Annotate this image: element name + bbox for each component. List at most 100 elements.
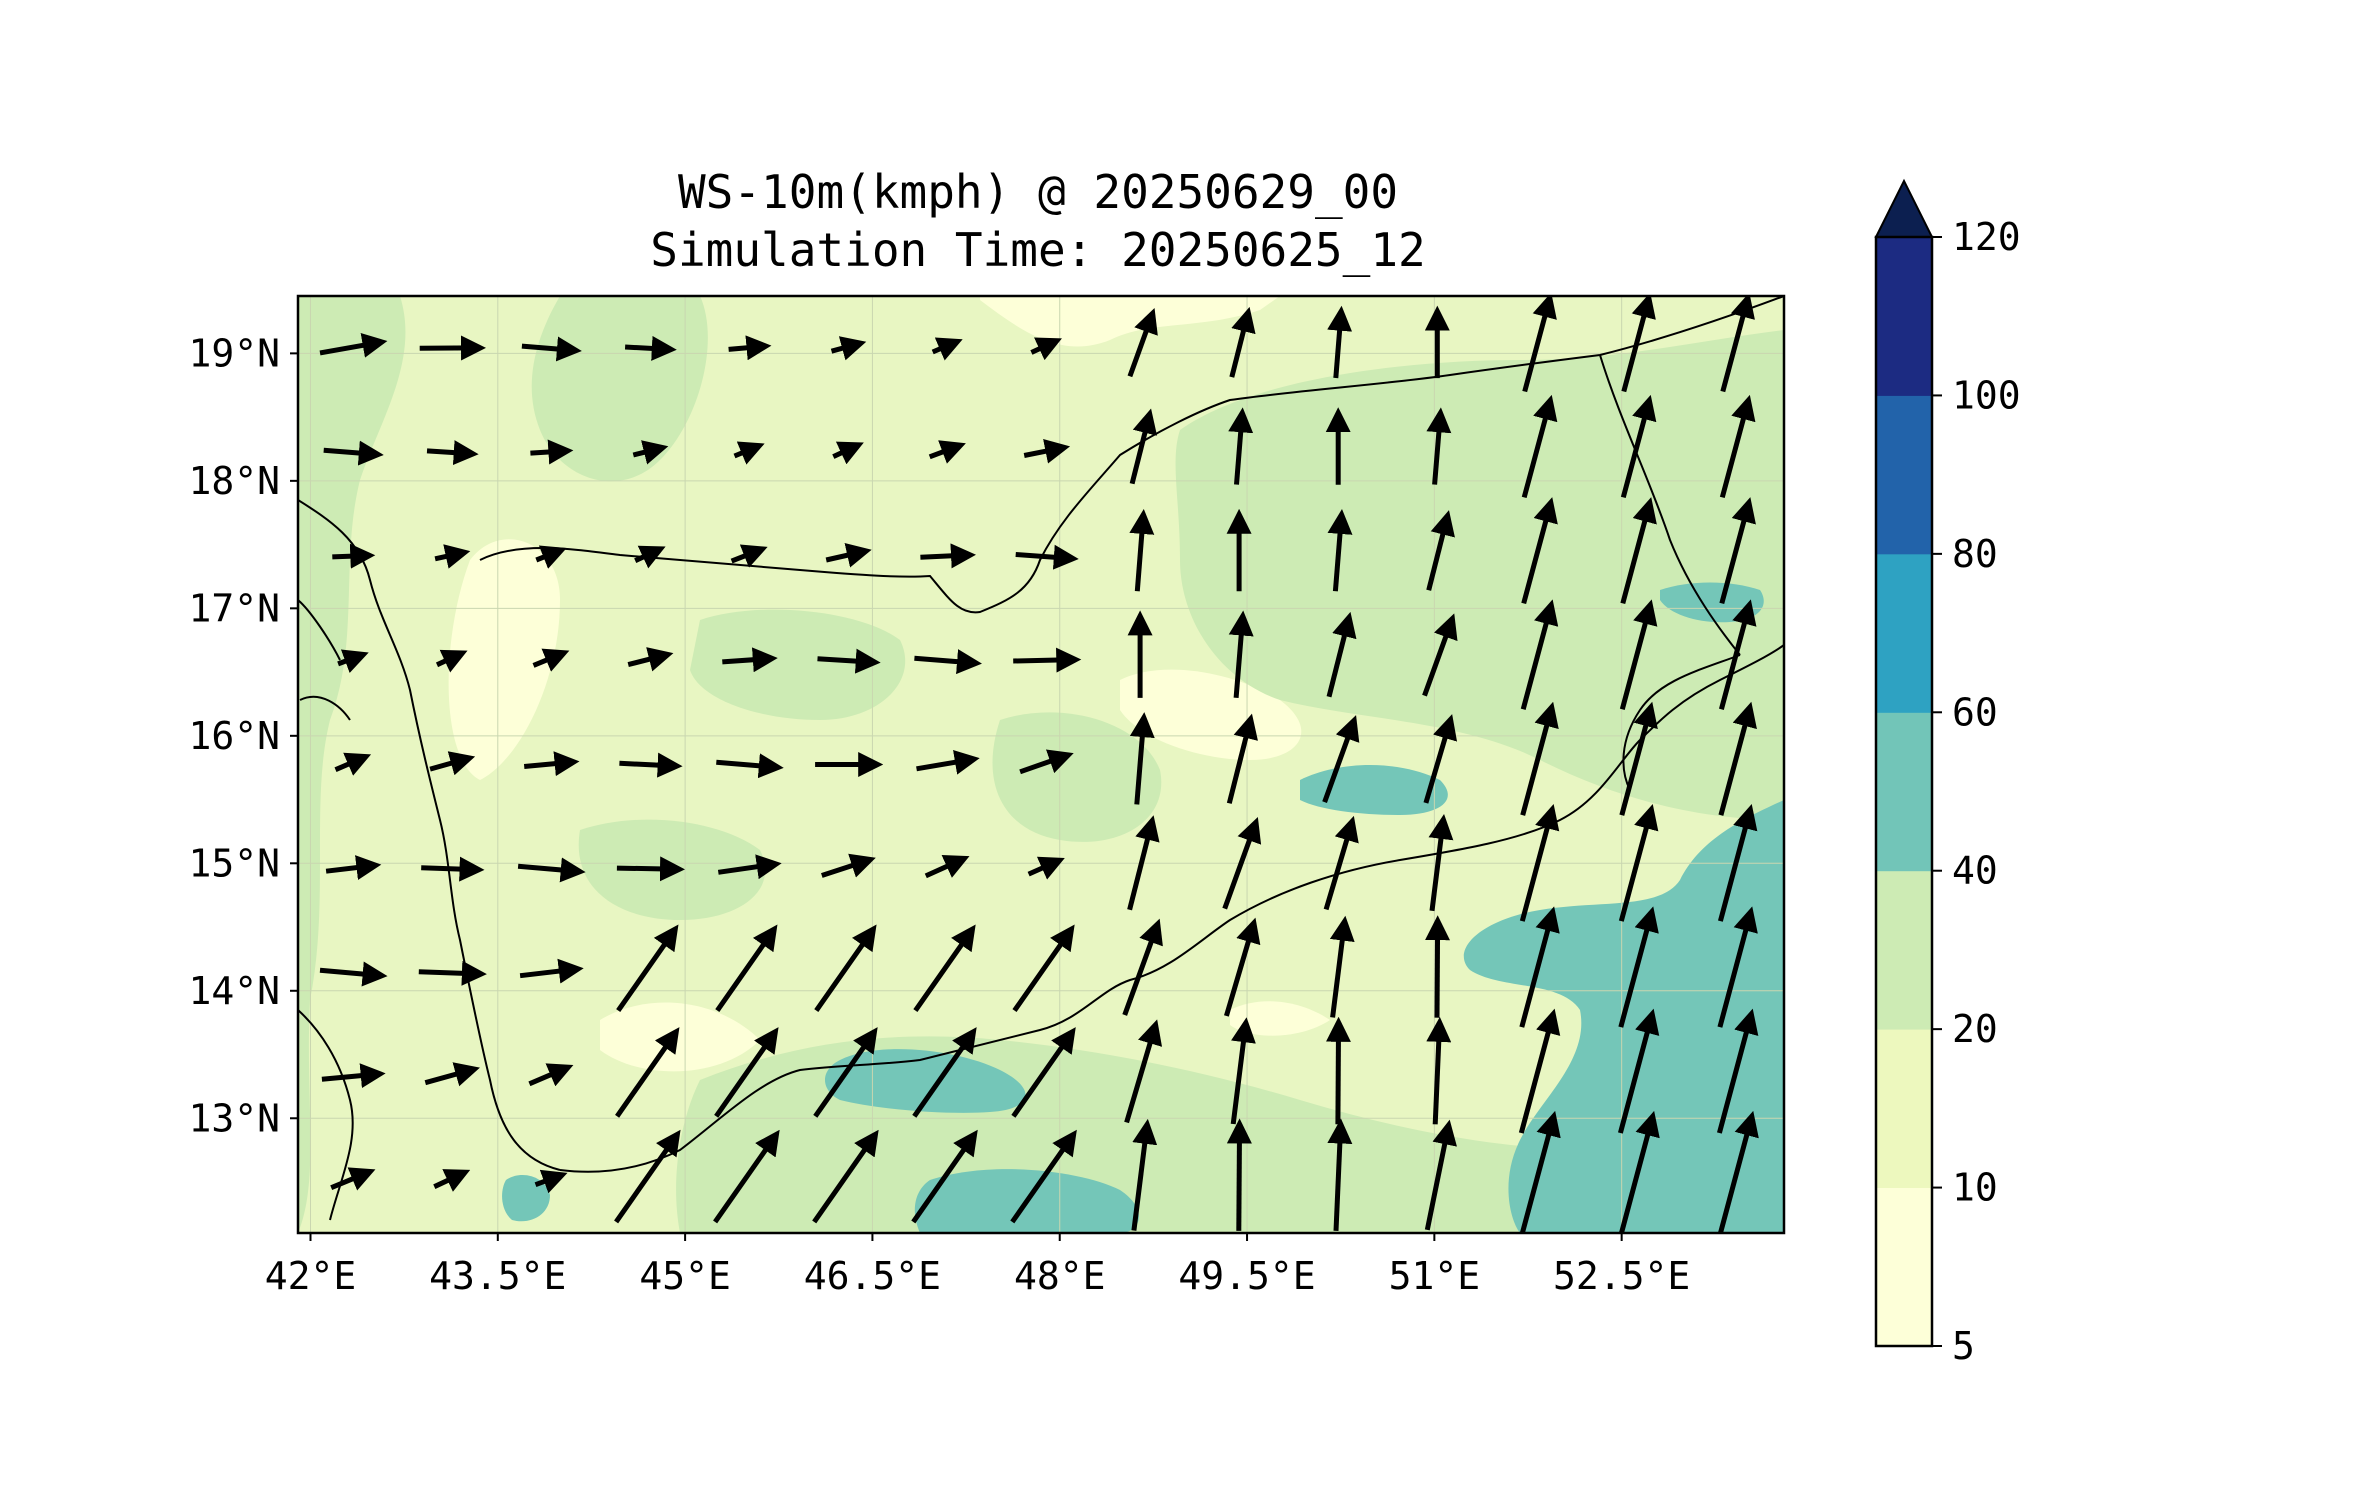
high-wind-patch — [502, 1175, 550, 1222]
wind-arrow — [619, 752, 683, 778]
colorbar-label: 60 — [1952, 690, 1998, 734]
wind-arrow — [1127, 815, 1160, 911]
y-tick-label: 13°N — [188, 1096, 280, 1140]
wind-arrow — [616, 856, 685, 882]
yemen-oman-border — [1599, 354, 1741, 656]
wind-arrow — [1226, 1118, 1252, 1231]
colorbar-label: 10 — [1952, 1166, 1998, 1210]
wind-arrow — [426, 440, 479, 466]
wind-vectors — [319, 296, 1759, 1233]
wind-arrow — [1222, 816, 1262, 910]
wind-arrow — [530, 439, 574, 465]
colorbar-label: 80 — [1952, 532, 1998, 576]
wind-arrow — [813, 1027, 878, 1118]
wind-arrow — [1719, 497, 1756, 605]
wind-arrow — [1129, 712, 1155, 805]
colorbar-bin — [1876, 1187, 1932, 1347]
wind-arrow — [632, 440, 669, 465]
wind-arrow — [1129, 508, 1155, 592]
map-panel — [298, 296, 1784, 1233]
wind-arrow — [1326, 611, 1357, 698]
wind-arrow — [429, 751, 476, 776]
wind-arrow — [624, 335, 677, 361]
wind-arrow — [1010, 1129, 1077, 1224]
wind-arrow — [913, 924, 976, 1013]
y-tick-label: 19°N — [188, 331, 280, 375]
wind-arrow — [1122, 918, 1163, 1016]
wind-arrow — [532, 648, 570, 672]
wind-arrow — [931, 337, 963, 361]
colorbar-bin — [1876, 712, 1932, 872]
wind-arrow — [911, 1129, 978, 1224]
x-tick-label: 48°E — [1014, 1254, 1106, 1298]
wind-arrow — [424, 1062, 480, 1087]
wind-arrow — [1422, 613, 1458, 697]
x-tick-label: 51°E — [1389, 1254, 1481, 1298]
wind-arrow — [1030, 337, 1062, 361]
wind-arrow — [1228, 407, 1254, 485]
x-axis: 42°E 43.5°E 45°E 46.5°E 48°E 49.5°E 51°E 52.5°E — [265, 1233, 1690, 1298]
wind-arrow — [821, 853, 876, 878]
x-tick-label: 52.5°E — [1553, 1254, 1690, 1298]
wind-arrow — [1226, 713, 1258, 804]
wind-arrow — [534, 1169, 568, 1194]
wind-arrow — [1327, 508, 1353, 592]
wind-arrow — [1426, 510, 1455, 591]
y-tick-label: 16°N — [188, 714, 280, 758]
x-tick-label: 49.5°E — [1178, 1254, 1315, 1298]
wind-arrow — [517, 857, 586, 883]
colorbar-label: 20 — [1952, 1007, 1998, 1051]
wind-arrow — [1230, 1017, 1256, 1125]
wind-arrow — [319, 961, 388, 987]
wind-arrow — [519, 958, 584, 984]
wind-arrow — [1224, 917, 1261, 1017]
wind-arrow — [1718, 701, 1757, 816]
colorbar-frame — [1874, 235, 1934, 1348]
wind-arrow — [1131, 1118, 1158, 1231]
calm-patch — [448, 539, 560, 780]
wind-arrow — [716, 753, 784, 779]
wind-arrow — [1012, 924, 1075, 1013]
wind-arrow — [421, 856, 485, 882]
title-line-1: WS-10m(kmph) @ 20250629_00 — [678, 165, 1398, 219]
wind-arrow — [920, 543, 976, 569]
moderate-wind-patch — [1175, 330, 1784, 820]
wind-arrow — [1023, 438, 1071, 464]
wind-arrow — [728, 335, 772, 361]
wind-arrow — [817, 648, 881, 674]
colorbar-label: 40 — [1952, 849, 1998, 893]
wind-arrow — [814, 924, 877, 1013]
wind-arrow — [1323, 815, 1359, 911]
wind-arrow — [535, 545, 567, 569]
wind-arrow — [1521, 497, 1558, 605]
wind-arrow — [325, 855, 382, 880]
wind-arrow — [713, 1129, 780, 1224]
wind-arrow — [434, 544, 471, 569]
wind-arrow — [1618, 1110, 1660, 1233]
wind-arrow — [1019, 749, 1074, 775]
wind-arrow — [330, 1167, 376, 1191]
wind-arrow — [1011, 1027, 1076, 1118]
wind-arrow — [1327, 1118, 1353, 1232]
wind-arrow — [616, 924, 679, 1013]
wind-arrow — [1229, 306, 1256, 378]
wind-arrow — [714, 1027, 779, 1118]
wind-arrow — [1620, 394, 1657, 499]
wind-arrow — [332, 543, 376, 569]
wind-arrow — [1228, 610, 1254, 699]
wind-arrow — [1621, 296, 1656, 393]
wind-arrow — [1129, 408, 1158, 485]
colorbar-label: 100 — [1952, 373, 2021, 417]
wind-arrow — [1717, 906, 1758, 1028]
eritrea-coast — [298, 599, 351, 721]
wind-arrow — [1718, 599, 1757, 710]
wind-arrow — [1617, 1008, 1660, 1134]
wind-arrow — [1015, 544, 1079, 570]
moderate-wind-patch — [992, 712, 1162, 842]
wind-arrow — [433, 1169, 471, 1192]
wind-arrow — [337, 649, 369, 673]
wind-arrow — [1717, 1110, 1759, 1233]
wind-arrow — [1124, 1019, 1163, 1124]
wind-arrow — [924, 855, 970, 879]
wind-speed-fill — [298, 296, 1784, 1233]
